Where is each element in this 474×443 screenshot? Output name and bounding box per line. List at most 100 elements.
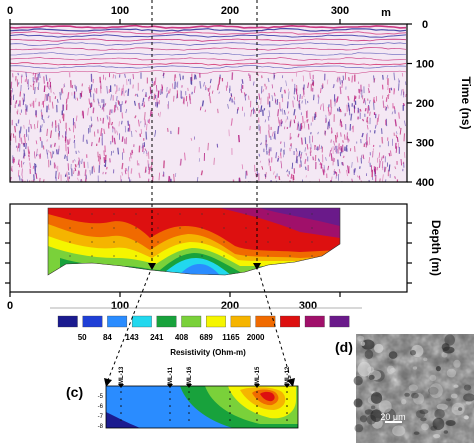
gpr-clutter [329,149,331,157]
ert-data-point [311,213,313,215]
gpr-clutter [66,171,68,175]
ert-bottom-tick-0: 0 [7,300,13,312]
panel-c-sample-point [286,398,288,400]
gpr-clutter [265,86,268,90]
ert-data-point [91,227,93,229]
gpr-clutter [65,98,68,104]
sem-grain [444,334,456,346]
gpr-clutter [333,170,336,176]
gpr-clutter [17,159,20,165]
gpr-clutter [366,116,369,123]
gpr-clutter [67,146,70,154]
gpr-clutter [78,160,81,168]
gpr-clutter [332,84,335,89]
gpr-clutter [63,154,67,159]
gpr-clutter [20,137,23,144]
gpr-clutter [234,96,236,100]
panel-c-sample-point [256,391,258,393]
gpr-clutter [387,84,389,91]
gpr-clutter [58,172,60,180]
gpr-clutter [318,178,321,182]
gpr-clutter [276,157,280,162]
gpr-clutter [265,143,268,151]
gpr-clutter [378,160,381,168]
gpr-clutter [93,88,96,93]
gpr-clutter [286,101,289,109]
gpr-clutter [274,133,277,140]
gpr-clutter [229,97,232,102]
gpr-clutter [299,94,301,100]
gpr-clutter [277,125,280,134]
gpr-clutter [63,114,65,121]
gpr-clutter [310,143,312,149]
sem-grain [435,366,441,372]
gpr-clutter [16,145,19,152]
panel-c-sample-point [169,391,171,393]
gpr-clutter [351,161,353,168]
gpr-clutter [102,171,104,175]
gpr-clutter [394,166,397,170]
gpr-clutter [74,84,77,90]
gpr-clutter [103,157,106,164]
gpr-clutter [399,127,402,135]
resistivity-colorbar: 50 84 143 241 408 689 1165 2000 Resistivity (Oh… [50,307,362,357]
gpr-clutter [273,73,275,78]
gpr-clutter [268,93,271,99]
gpr-clutter [190,137,193,141]
gpr-clutter [361,132,364,138]
gpr-clutter [338,168,341,174]
gpr-clutter [87,107,89,116]
gpr-clutter [66,173,69,181]
gpr-clutter [341,161,344,166]
gpr-clutter [373,78,376,83]
gpr-clutter [300,137,303,145]
gpr-clutter [244,95,247,101]
gpr-clutter [389,150,392,157]
gpr-clutter [260,105,263,113]
borehole-marker-ml16 [186,384,192,388]
ert-data-point [223,213,225,215]
gpr-clutter [162,174,165,177]
gpr-clutter [68,127,71,132]
colorbar-value: 689 [200,333,214,342]
gpr-clutter [345,145,348,152]
gpr-clutter [148,95,151,100]
gpr-clutter [357,107,360,113]
gpr-clutter [325,114,327,123]
panel-c-label: (c) [66,384,83,400]
gpr-right-tick-100: 100 [416,59,434,71]
panel-c-sample-point [120,405,122,407]
gpr-clutter [61,181,62,182]
panel-c-sample-point [120,398,122,400]
gpr-clutter [33,151,36,159]
borehole-marker-ml13 [118,384,124,388]
sem-grain [353,376,363,386]
gpr-clutter [98,137,101,143]
ert-data-point [113,227,115,229]
gpr-clutter [291,162,294,169]
gpr-clutter [218,91,221,94]
sem-grain [412,366,418,370]
colorbar-swatch [181,315,202,328]
sem-grain [420,417,427,422]
gpr-clutter [330,153,333,161]
gpr-clutter [278,176,281,181]
ert-data-point [223,255,225,257]
gpr-clutter [146,123,148,131]
gpr-clutter [11,168,14,172]
gpr-clutter [319,162,322,166]
gpr-clutter [339,86,342,95]
gpr-clutter [270,180,272,182]
gpr-clutter [128,157,131,162]
gpr-clutter [26,179,28,182]
sem-grain [443,430,448,434]
gpr-reflector [10,30,407,35]
gpr-clutter [348,77,350,81]
gpr-clutter [121,136,124,142]
gpr-clutter [170,178,172,182]
gpr-clutter [403,133,406,142]
gpr-clutter [161,84,163,89]
gpr-time-axis-label: Time (ns) [459,76,473,129]
gpr-clutter [142,88,144,92]
sem-grain [446,368,457,378]
